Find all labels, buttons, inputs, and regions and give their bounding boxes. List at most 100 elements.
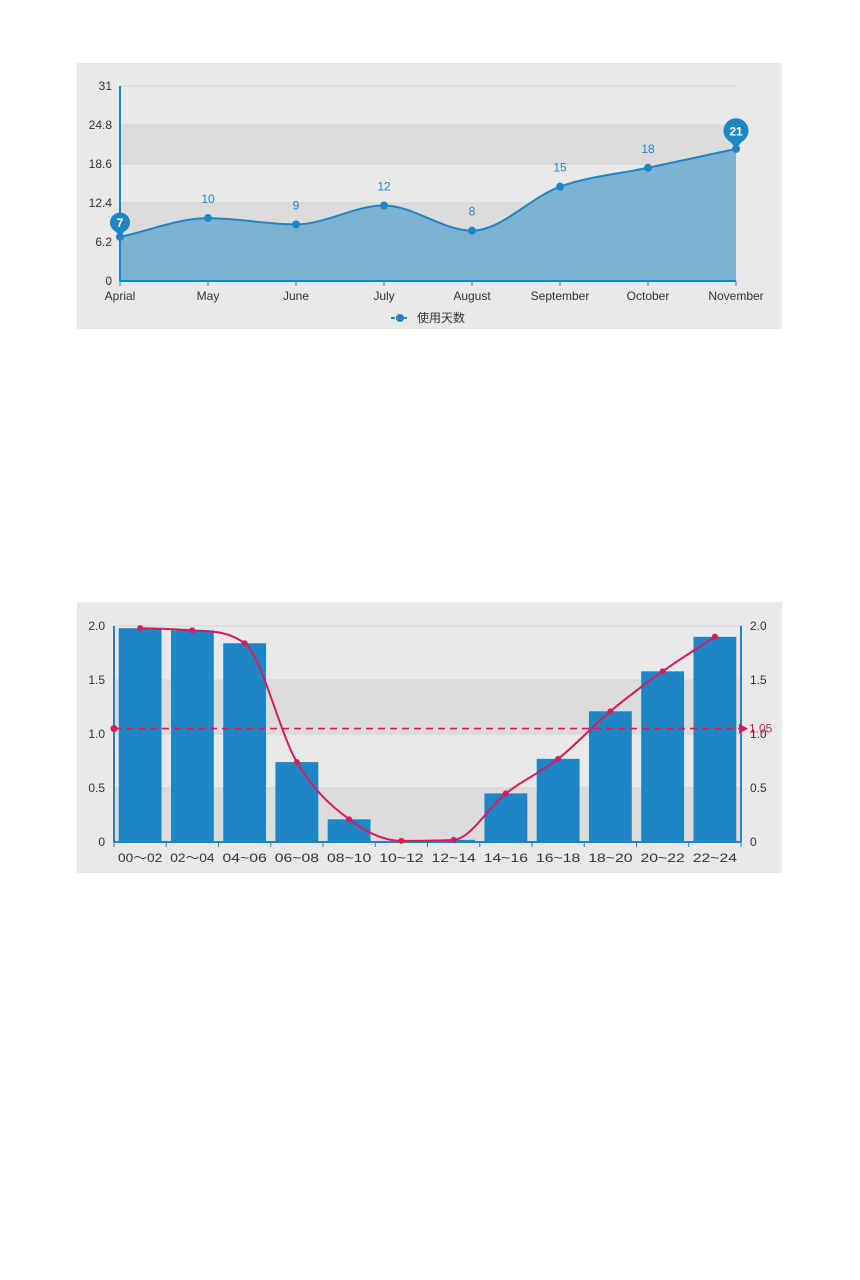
y-tick-label: 24.8 [89, 118, 113, 132]
bar [327, 819, 371, 842]
min-marker: 7 [110, 212, 130, 237]
x-tick-label: 04~06 [223, 851, 268, 865]
bars [118, 628, 737, 842]
legend-marker-icon [396, 314, 404, 322]
line-points [137, 625, 718, 844]
x-tick-label: October [627, 289, 670, 303]
bar [118, 628, 162, 842]
area-fill [120, 148, 736, 281]
line-point [659, 668, 666, 675]
min-marker-shape [110, 212, 130, 237]
x-tick-label: 16~18 [536, 851, 581, 865]
data-label: 10 [201, 192, 215, 206]
bar-line-chart-panel: 0 0.5 1.0 1.5 2.0 0 0.5 1.0 1.5 2.0 00～02 02～04 04~0… [77, 602, 782, 873]
line-point [189, 627, 196, 634]
max-marker: 21 [723, 118, 749, 149]
max-marker-label: 21 [729, 124, 743, 138]
y-tick-label-right: 1.0 [750, 727, 767, 741]
area-chart-panel: 0 6.2 12.4 18.6 24.8 31 Aprial May June July Augus… [77, 63, 782, 329]
y-tick-label-left: 0 [98, 835, 105, 849]
y-tick-label: 12.4 [89, 196, 113, 210]
x-tick-label: June [283, 289, 309, 303]
data-label: 12 [377, 180, 391, 194]
y-tick-label: 31 [99, 79, 113, 93]
x-tick-label: November [708, 289, 763, 303]
grid-band [114, 734, 741, 788]
x-tick-label: May [197, 289, 220, 303]
line-point [502, 790, 509, 797]
grid-band [120, 125, 736, 164]
grid-band [114, 680, 741, 734]
data-point [644, 163, 652, 172]
y-tick-label-left: 1.5 [88, 673, 105, 687]
y-tick-labels-left: 0 0.5 1.0 1.5 2.0 [88, 619, 105, 849]
y-tick-label-right: 1.5 [750, 673, 767, 687]
bar [536, 758, 580, 842]
data-label: 9 [293, 198, 300, 212]
data-points: 10 9 12 8 15 18 [116, 142, 740, 241]
y-tick-label-left: 2.0 [88, 619, 105, 633]
data-point [204, 214, 212, 223]
x-tick-label: 14~16 [484, 851, 529, 865]
line-point [346, 816, 353, 823]
bar [170, 630, 214, 842]
y-tick-label: 6.2 [95, 235, 112, 249]
y-tick-label-right: 2.0 [750, 619, 767, 633]
y-tick-label-left: 1.0 [88, 727, 105, 741]
average-line: 1.05 [110, 722, 773, 736]
bar-line-chart: 0 0.5 1.0 1.5 2.0 0 0.5 1.0 1.5 2.0 00～02 02～04 04~0… [88, 619, 773, 865]
line-point [241, 640, 248, 647]
line-point [711, 633, 718, 640]
x-tick-label: September [531, 289, 590, 303]
line-point [137, 625, 144, 632]
line-point [293, 759, 300, 766]
x-tick-label: 06~08 [275, 851, 320, 865]
x-tick-label: 08~10 [327, 851, 372, 865]
data-label: 8 [469, 205, 476, 219]
x-tick-label: July [373, 289, 394, 303]
bar [223, 643, 267, 842]
x-tick-label: 02～04 [170, 851, 215, 865]
y-tick-labels: 0 6.2 12.4 18.6 24.8 31 [89, 79, 113, 288]
x-tick-label: August [453, 289, 491, 303]
y-tick-label: 0 [105, 274, 112, 288]
line-point [555, 755, 562, 762]
average-end-arrow [739, 723, 748, 734]
x-tick-label: 20~22 [641, 851, 686, 865]
average-start-dot [110, 725, 118, 733]
bar [641, 671, 685, 842]
grid-band [120, 86, 736, 125]
area-chart: 0 6.2 12.4 18.6 24.8 31 Aprial May June July Augus… [89, 79, 764, 325]
data-point [380, 201, 388, 210]
line-point [607, 708, 614, 715]
average-label: 1.05 [749, 722, 773, 736]
bar [693, 636, 737, 842]
x-tick-labels: 00～02 02～04 04~06 06~08 08~10 10~12 12~14 14~16… [113, 842, 742, 865]
y-tick-label-right: 0 [750, 835, 757, 849]
x-tick-label: 18~20 [588, 851, 633, 865]
line-point [450, 836, 457, 843]
data-label: 18 [641, 142, 655, 156]
x-tick-label: 22~24 [693, 851, 738, 865]
x-tick-label: 00～02 [118, 851, 163, 865]
x-tick-label: Aprial [105, 289, 136, 303]
grid-band [114, 788, 741, 842]
legend: 使用天数 [391, 310, 465, 325]
x-tick-labels: Aprial May June July August September October N… [105, 281, 764, 303]
x-tick-label: 10~12 [379, 851, 424, 865]
data-point [556, 182, 564, 191]
data-point [468, 226, 476, 235]
max-marker-shape [723, 118, 749, 149]
series-line [119, 147, 737, 238]
grid-band [114, 626, 741, 680]
y-tick-label: 18.6 [89, 157, 113, 171]
data-label: 15 [553, 161, 567, 175]
min-marker-label: 7 [117, 216, 124, 230]
y-tick-label-right: 0.5 [750, 781, 767, 795]
y-tick-labels-right: 0 0.5 1.0 1.5 2.0 [750, 619, 767, 849]
legend-label: 使用天数 [417, 310, 465, 325]
data-point [292, 220, 300, 229]
bar [588, 711, 632, 842]
y-tick-label-left: 0.5 [88, 781, 105, 795]
x-tick-label: 12~14 [432, 851, 477, 865]
